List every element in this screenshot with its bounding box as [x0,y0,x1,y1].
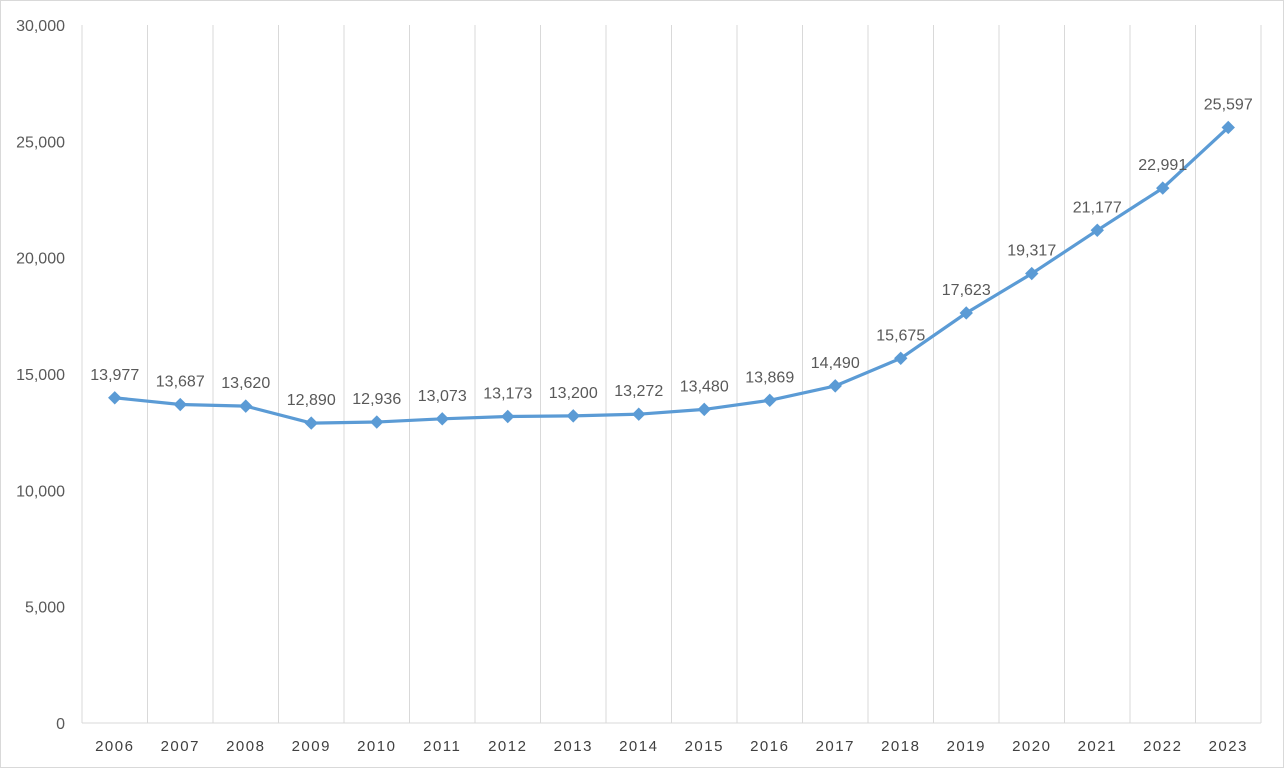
data-label: 19,317 [1007,243,1056,260]
x-tick-label: 2010 [357,738,396,755]
y-tick-label: 5,000 [25,600,65,617]
data-point-marker [1156,181,1170,195]
x-axis: 2006 2007 2008 2009 2010 2011 2012 2013 2014 2015… [82,722,1261,755]
data-label: 13,272 [614,383,663,400]
data-label: 22,991 [1138,157,1187,174]
data-point-marker [370,415,384,429]
data-point-marker [828,379,842,393]
data-point-marker [1090,223,1104,237]
data-point-marker [108,391,122,405]
data-point-marker [173,397,187,412]
data-point-marker [304,416,318,430]
data-point-marker [894,351,908,366]
data-label: 13,200 [549,385,598,402]
data-point-marker [959,306,973,320]
data-point-marker [239,399,253,413]
x-tick-label: 2007 [161,738,200,755]
data-label: 14,490 [811,355,860,372]
x-tick-label: 2011 [423,738,461,755]
y-tick-label: 30,000 [16,18,65,35]
x-tick-label: 2009 [292,738,331,755]
data-label: 25,597 [1204,96,1253,113]
data-label: 13,073 [418,388,467,405]
x-tick-label: 2018 [881,738,920,755]
y-tick-label: 20,000 [16,251,65,268]
data-label: 12,936 [352,391,401,408]
data-point-marker [566,409,580,423]
data-label: 13,620 [221,375,270,392]
data-labels: 13,977 13,687 13,620 12,890 12,936 13,073 13,1… [90,96,1253,409]
series [108,120,1235,430]
series-line [113,125,1230,425]
y-tick-label: 0 [56,716,65,733]
data-label: 13,687 [156,374,205,391]
x-tick-label: 2015 [685,738,724,755]
gridlines [81,25,1262,723]
data-label: 13,173 [483,386,532,403]
x-tick-label: 2013 [554,738,593,755]
x-tick-label: 2023 [1209,738,1248,755]
y-tick-label: 10,000 [16,483,65,500]
data-point-marker [1221,120,1235,135]
x-tick-label: 2014 [619,738,658,755]
data-point-marker [501,409,515,424]
y-tick-label: 15,000 [16,367,65,384]
x-tick-label: 2012 [488,738,527,755]
x-tick-label: 2020 [1012,738,1051,755]
data-label: 13,480 [680,378,729,395]
x-tick-label: 2019 [947,738,986,755]
x-tick-label: 2021 [1078,738,1117,755]
data-label: 12,890 [287,392,336,409]
data-point-marker [763,393,777,408]
data-label: 21,177 [1073,199,1122,216]
data-point-marker [435,412,449,426]
y-axis: 0 5,000 10,000 15,000 20,000 25,000 30,000 [16,18,65,733]
data-label: 13,977 [90,367,139,384]
data-point-marker [1025,266,1039,281]
x-tick-label: 2017 [816,738,855,755]
x-tick-label: 2006 [95,738,134,755]
data-point-marker [632,407,646,421]
y-tick-label: 25,000 [16,134,65,151]
data-label: 15,675 [876,327,925,344]
data-label: 17,623 [942,282,991,299]
x-tick-label: 2022 [1143,738,1182,755]
x-tick-label: 2016 [750,738,789,755]
data-label: 13,869 [745,369,794,386]
data-point-marker [697,402,711,417]
x-tick-label: 2008 [226,738,265,755]
